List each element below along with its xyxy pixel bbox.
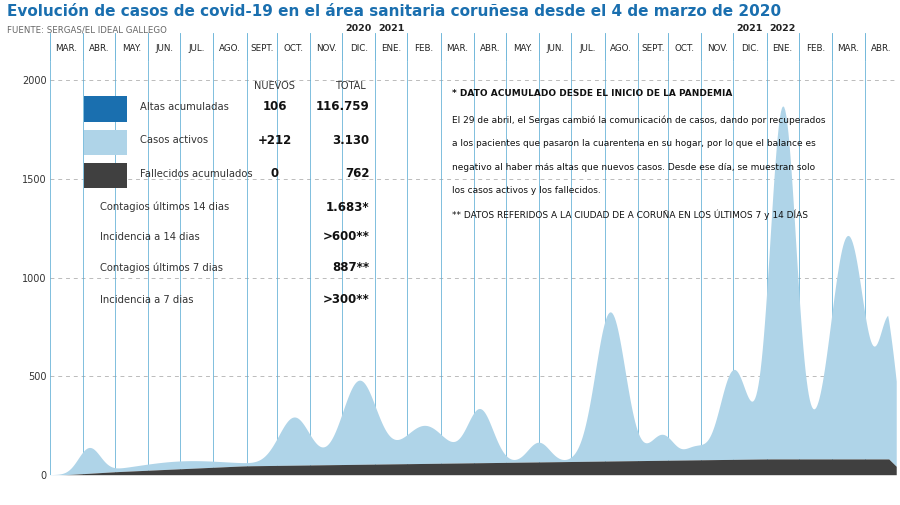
Text: NUEVOS: NUEVOS <box>254 81 295 91</box>
Text: 116.759: 116.759 <box>316 100 370 113</box>
Text: 0: 0 <box>270 167 278 180</box>
Text: 2021: 2021 <box>378 24 405 33</box>
Text: ** DATOS REFERIDOS A LA CIUDAD DE A CORUÑA EN LOS ÚLTIMOS 7 y 14 DÍAS: ** DATOS REFERIDOS A LA CIUDAD DE A CORU… <box>452 210 808 220</box>
Text: los casos activos y los fallecidos.: los casos activos y los fallecidos. <box>452 186 601 195</box>
Text: Contagios últimos 14 dias: Contagios últimos 14 dias <box>100 202 230 213</box>
Text: MAR.: MAR. <box>446 43 468 53</box>
Text: +212: +212 <box>257 134 292 147</box>
Text: 2021: 2021 <box>737 24 763 33</box>
Text: Altas acumuladas: Altas acumuladas <box>140 102 229 112</box>
Text: DIC.: DIC. <box>741 43 759 53</box>
Text: 2020: 2020 <box>346 24 372 33</box>
Text: El 29 de abril, el Sergas cambió la comunicación de casos, dando por recuperados: El 29 de abril, el Sergas cambió la comu… <box>452 116 826 125</box>
Text: MAR.: MAR. <box>838 43 860 53</box>
Text: FEB.: FEB. <box>415 43 434 53</box>
Text: >600**: >600** <box>323 230 370 243</box>
Bar <box>84 130 127 155</box>
Text: SEPT.: SEPT. <box>250 43 274 53</box>
Text: AGO.: AGO. <box>220 43 241 53</box>
Text: 2022: 2022 <box>770 24 796 33</box>
Text: JUN.: JUN. <box>546 43 564 53</box>
Text: ENE.: ENE. <box>772 43 793 53</box>
Text: SEPT.: SEPT. <box>641 43 664 53</box>
Text: DIC.: DIC. <box>350 43 368 53</box>
Text: ABR.: ABR. <box>480 43 500 53</box>
Text: FUENTE: SERGAS/EL IDEAL GALLEGO: FUENTE: SERGAS/EL IDEAL GALLEGO <box>7 25 167 34</box>
Text: MAY.: MAY. <box>122 43 141 53</box>
Text: Fallecidos acumulados: Fallecidos acumulados <box>140 169 252 179</box>
Text: TOTAL: TOTAL <box>335 81 365 91</box>
Text: ABR.: ABR. <box>871 43 892 53</box>
Text: 3.130: 3.130 <box>333 134 370 147</box>
Text: Incidencia a 14 dias: Incidencia a 14 dias <box>100 232 200 242</box>
Text: OCT.: OCT. <box>674 43 695 53</box>
Bar <box>84 96 127 122</box>
Text: Contagios últimos 7 dias: Contagios últimos 7 dias <box>100 262 223 273</box>
Text: FEB.: FEB. <box>806 43 825 53</box>
Text: 106: 106 <box>262 100 287 113</box>
Bar <box>84 163 127 188</box>
Text: NOV.: NOV. <box>316 43 337 53</box>
Text: ENE.: ENE. <box>382 43 401 53</box>
Text: NOV.: NOV. <box>706 43 727 53</box>
Text: 887**: 887** <box>333 261 370 274</box>
Text: JUN.: JUN. <box>155 43 173 53</box>
Text: * DATO ACUMULADO DESDE EL INICIO DE LA PANDEMIA: * DATO ACUMULADO DESDE EL INICIO DE LA P… <box>452 89 733 98</box>
Text: ABR.: ABR. <box>88 43 109 53</box>
Text: Casos activos: Casos activos <box>140 135 208 145</box>
Text: 762: 762 <box>346 167 370 180</box>
Text: MAY.: MAY. <box>513 43 532 53</box>
Text: JUL.: JUL. <box>580 43 597 53</box>
Text: MAR.: MAR. <box>55 43 77 53</box>
Text: >300**: >300** <box>323 293 370 306</box>
Text: Evolución de casos de covid-19 en el área sanitaria coruñesa desde el 4 de marzo: Evolución de casos de covid-19 en el áre… <box>7 4 781 19</box>
Text: Incidencia a 7 dias: Incidencia a 7 dias <box>100 294 194 305</box>
Text: negativo al haber más altas que nuevos casos. Desde ese día, se muestran solo: negativo al haber más altas que nuevos c… <box>452 163 815 172</box>
Text: OCT.: OCT. <box>284 43 303 53</box>
Text: a los pacientes que pasaron la cuarentena en su hogar, por lo que el balance es: a los pacientes que pasaron la cuarenten… <box>452 139 816 148</box>
Text: JUL.: JUL. <box>189 43 205 53</box>
Text: AGO.: AGO. <box>610 43 632 53</box>
Text: 1.683*: 1.683* <box>326 200 370 214</box>
